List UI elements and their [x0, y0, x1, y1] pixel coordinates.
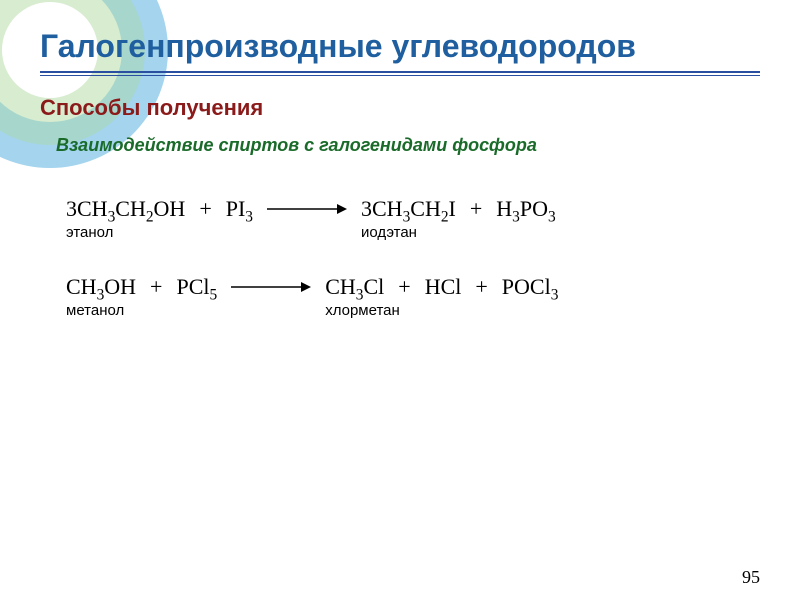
slide-title: Галогенпроизводные углеводородов	[40, 28, 760, 65]
title-underline	[40, 71, 760, 75]
reaction-2: CH3OHметанол + PCl5 CH3Clхлорметан + HCl + POCl…	[66, 274, 760, 300]
plus-sign: +	[199, 196, 211, 222]
slide-body: Галогенпроизводные углеводородов Способы…	[0, 0, 800, 600]
reagent-1-label: метанол	[66, 302, 124, 319]
product-1-label: хлорметан	[325, 302, 400, 319]
plus-sign: +	[150, 274, 162, 300]
plus-sign: +	[475, 274, 487, 300]
plus-sign: +	[470, 196, 482, 222]
reaction-arrow-icon	[267, 202, 347, 216]
product-1-label: иодэтан	[361, 224, 417, 241]
reaction-row: CH3OHметанол + PCl5 CH3Clхлорметан + HCl + POCl…	[66, 274, 760, 300]
reagent-1: CH3OHметанол	[66, 274, 136, 300]
reaction-1: 3CH3CH2OHэтанол + PI3 3CH3CH2Iиодэтан + H3PO3	[66, 196, 760, 222]
product-1: CH3Clхлорметан	[325, 274, 384, 300]
reagent-1: 3CH3CH2OHэтанол	[66, 196, 185, 222]
plus-sign: +	[398, 274, 410, 300]
section-subsubtitle: Взаимодействие спиртов с галогенидами фо…	[56, 135, 760, 156]
reactions-container: 3CH3CH2OHэтанол + PI3 3CH3CH2Iиодэтан + H3PO3…	[40, 196, 760, 300]
reaction-row: 3CH3CH2OHэтанол + PI3 3CH3CH2Iиодэтан + H3PO3	[66, 196, 760, 222]
product-2: HCl	[425, 274, 462, 300]
page-number: 95	[742, 567, 760, 588]
reagent-2: PCl5	[176, 274, 217, 300]
section-subtitle: Способы получения	[40, 95, 760, 121]
reagent-1-label: этанол	[66, 224, 113, 241]
product-1: 3CH3CH2Iиодэтан	[361, 196, 456, 222]
reaction-arrow-icon	[231, 280, 311, 294]
product-2: H3PO3	[496, 196, 555, 222]
reagent-2: PI3	[226, 196, 253, 222]
product-3: POCl3	[502, 274, 559, 300]
